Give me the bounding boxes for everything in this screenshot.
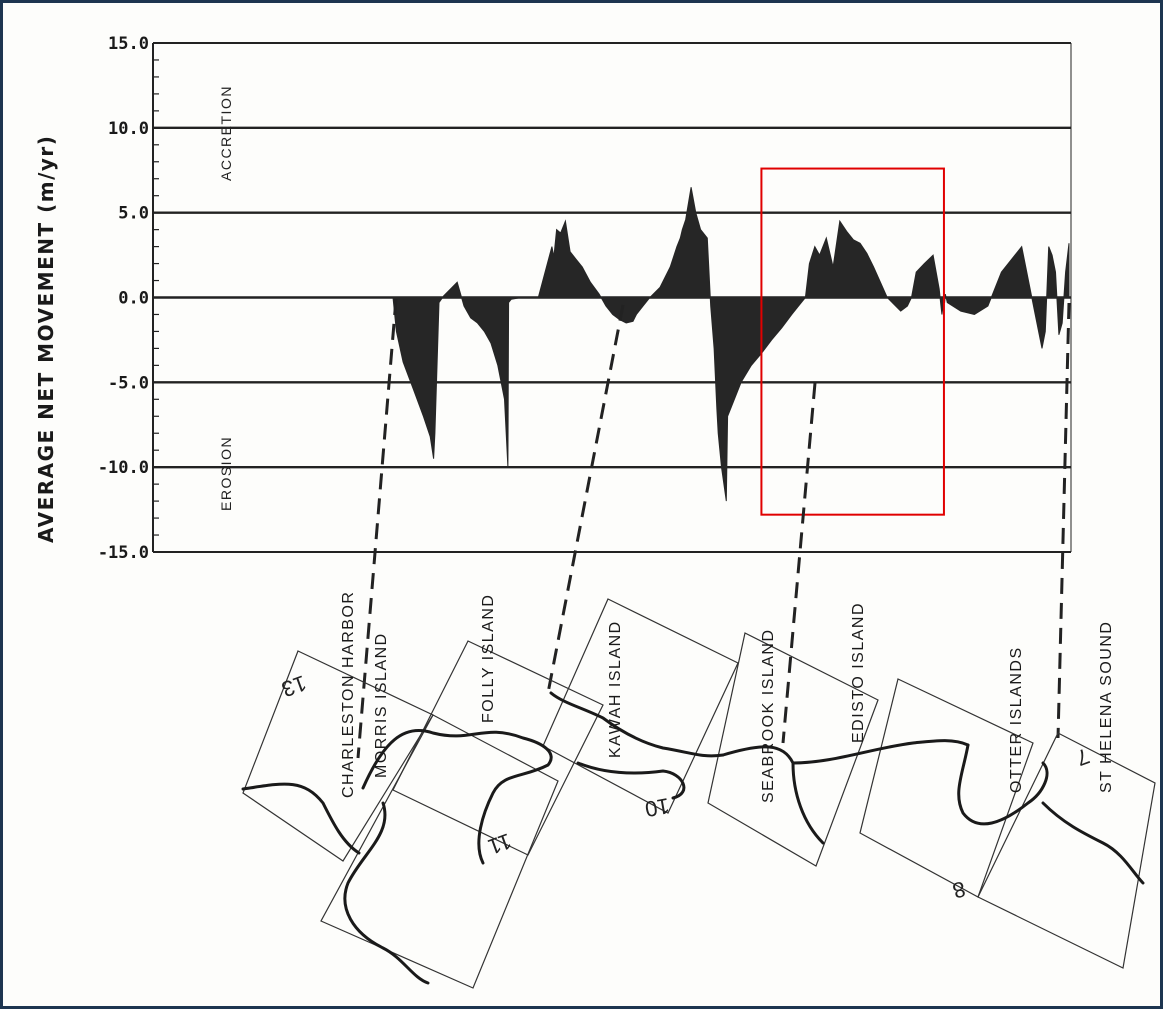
sheet-number: 8 [950,876,968,903]
coastline-map [241,598,1156,989]
place-label: MORRIS ISLAND [373,632,390,778]
map-sheet-frame [707,632,879,867]
sheet-number: 10 [643,793,671,822]
coastline [576,761,686,800]
y-tick-label: 5.0 [118,204,149,224]
grid-lines [152,42,1072,553]
place-label: EDISTO ISLAND [850,602,867,743]
erosion-label: EROSION [218,436,234,511]
y-axis-label: AVERAGE NET MOVEMENT (m/yr) [34,135,58,543]
map-sheet-frame [977,732,1156,969]
place-label: SEABROOK ISLAND [760,628,777,803]
sheet-numbers: 13 11 10 8 7 [278,670,1093,903]
place-labels: CHARLESTON HARBOR MORRIS ISLAND FOLLY ISLA… [340,591,1115,803]
correlation-dashed-line [546,304,625,694]
sheet-number: 11 [485,828,515,859]
sheet-number: 7 [1073,743,1093,771]
y-tick-label: -10.0 [98,458,149,478]
place-label: ST HELENA SOUND [1098,621,1115,793]
correlation-dashed-line [781,382,817,744]
map-sheet-frame [542,598,739,814]
place-label: OTTER ISLANDS [1008,646,1025,793]
correlation-dashed-lines [356,298,1071,759]
coastline [361,728,553,865]
correlation-dashed-line [1056,302,1071,739]
place-label: FOLLY ISLAND [480,594,497,723]
correlation-dashed-line [356,298,398,759]
coastline [241,782,361,855]
map-sheet-frame [242,650,434,862]
y-tick-label: -15.0 [98,543,149,563]
y-tick-labels: 15.0 10.0 5.0 0.0 -5.0 -10.0 -15.0 [98,34,149,563]
accretion-label: ACCRETION [218,85,234,181]
coastline [549,691,725,758]
y-tick-label: 15.0 [108,34,149,54]
net-movement-series [392,187,1070,502]
y-tick-label: 0.0 [118,289,149,309]
coastline [957,743,1049,826]
y-tick-label: 10.0 [108,119,149,139]
place-label: KAWAH ISLAND [607,620,624,758]
sheet-number: 13 [278,670,310,702]
map-sheet-frame [392,640,604,856]
erosion-accretion-chart: 15.0 10.0 5.0 0.0 -5.0 -10.0 -15.0 ACCRETION E… [34,34,1156,989]
net-movement-area [392,187,1070,502]
place-label: CHARLESTON HARBOR [340,591,357,798]
highlight-box [760,167,945,516]
coastline [791,739,970,765]
coastline [1041,801,1145,885]
y-tick-label: -5.0 [108,373,149,393]
coastline [343,801,430,985]
